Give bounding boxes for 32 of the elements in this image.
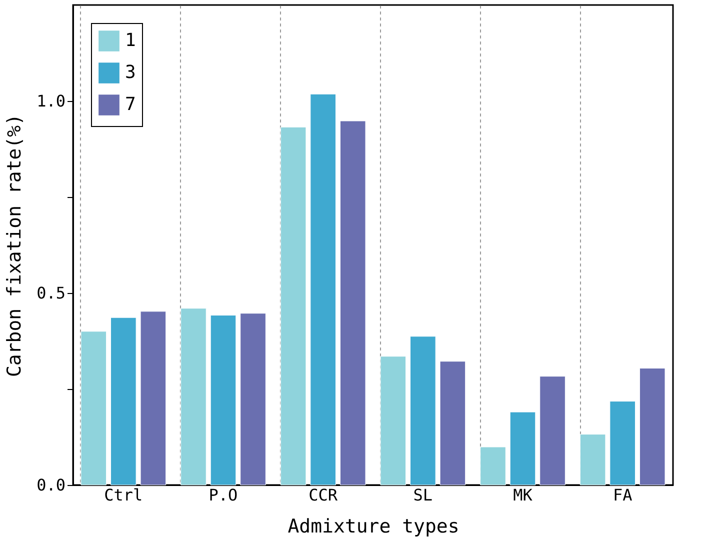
bar xyxy=(540,376,566,486)
bar xyxy=(110,317,136,486)
bar xyxy=(180,308,206,486)
bar xyxy=(580,434,606,486)
x-tick-label: MK xyxy=(513,486,533,504)
bar xyxy=(140,311,166,486)
bar xyxy=(310,94,336,486)
y-tick-label: 0.5 xyxy=(36,284,66,302)
bar xyxy=(639,368,666,486)
x-tick-label: P.O xyxy=(208,486,238,504)
bar xyxy=(340,120,366,486)
y-axis-title: Carbon fixation rate(%) xyxy=(4,114,26,378)
bar xyxy=(510,412,536,486)
x-axis-title: Admixture types xyxy=(288,516,460,538)
bar xyxy=(80,331,107,486)
x-tick-label: SL xyxy=(413,486,433,504)
legend-label: 1 xyxy=(125,30,136,51)
y-tick-label: 1.0 xyxy=(36,92,66,110)
x-tick-label: CCR xyxy=(308,486,338,504)
bar xyxy=(410,336,436,486)
y-tick-label: 0.0 xyxy=(36,476,66,494)
legend-label: 7 xyxy=(125,94,136,115)
x-tick-label: FA xyxy=(612,486,633,504)
bar xyxy=(380,356,406,486)
bar xyxy=(610,401,636,486)
legend-label: 3 xyxy=(125,62,136,83)
bar xyxy=(210,315,236,486)
bar xyxy=(280,126,306,486)
bar xyxy=(440,361,466,486)
x-tick-label: Ctrl xyxy=(104,486,143,504)
bar xyxy=(240,313,266,486)
bar xyxy=(480,446,506,486)
